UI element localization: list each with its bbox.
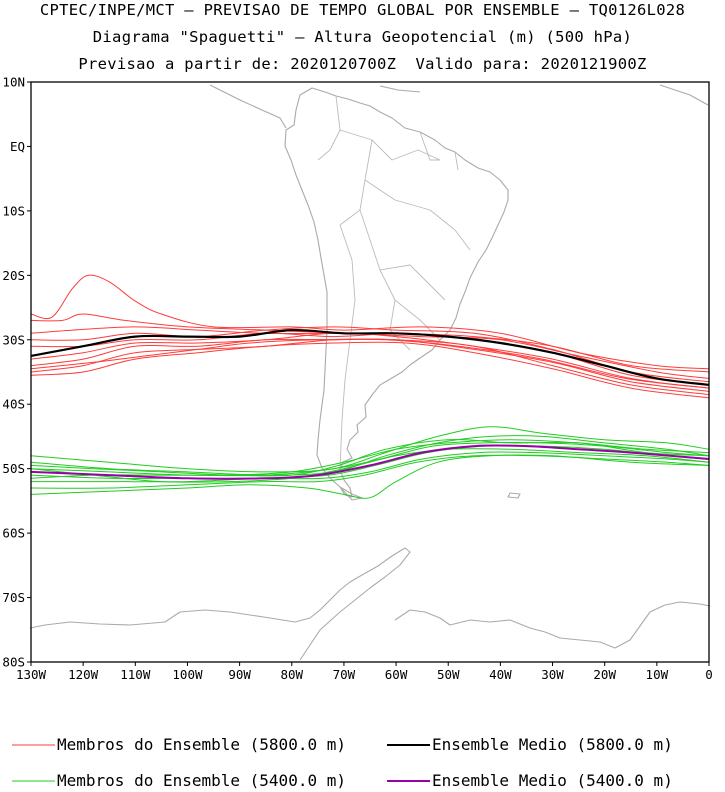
- lat-tick-label: 80S: [2, 655, 25, 670]
- contour-layer: [30, 274, 710, 499]
- member-5400-line: [30, 448, 710, 483]
- member-5400-line: [30, 454, 710, 489]
- lon-tick-label: 90W: [228, 667, 251, 682]
- member-5400-line: [30, 435, 710, 476]
- lon-tick-label: 70W: [333, 667, 356, 682]
- lat-tick-label: 10S: [2, 203, 25, 218]
- lon-tick-label: 100W: [172, 667, 203, 682]
- forecast-dates: Previsao a partir de: 2020120700Z Valido…: [78, 55, 647, 73]
- lon-tick-label: 50W: [437, 667, 460, 682]
- lon-tick-label: 120W: [68, 667, 99, 682]
- antarctica-coast: [29, 547, 411, 661]
- mean-5400-line: [30, 444, 710, 480]
- lon-tick-label: 110W: [120, 667, 151, 682]
- lat-tick-label: 40S: [2, 397, 25, 412]
- member-5400-line: [30, 454, 710, 499]
- mean-5800-line: [30, 328, 710, 386]
- lon-tick-label: 60W: [385, 667, 408, 682]
- lon-tick-label: 80W: [280, 667, 303, 682]
- country-borders: [317, 95, 471, 471]
- legend-member-5400: Membros do Ensemble (5400.0 m): [57, 771, 346, 790]
- lon-tick-label: 30W: [541, 667, 564, 682]
- lat-tick-label: 50S: [2, 461, 25, 476]
- lat-tick-label: 30S: [2, 332, 25, 347]
- lat-tick-label: EQ: [10, 139, 25, 154]
- lat-tick-label: 70S: [2, 590, 25, 605]
- lat-tick-label: 20S: [2, 268, 25, 283]
- legend-mean-5400: Ensemble Medio (5400.0 m): [432, 771, 673, 790]
- member-5800-line: [30, 332, 710, 386]
- member-5800-line: [30, 341, 710, 399]
- map-title: CPTEC/INPE/MCT — PREVISAO DE TEMPO GLOBA…: [39, 1, 686, 19]
- coastline-layer: [29, 84, 711, 661]
- legend-member-5800: Membros do Ensemble (5800.0 m): [57, 735, 346, 754]
- lon-tick-label: 0: [705, 667, 713, 682]
- member-5800-line: [30, 338, 710, 389]
- lon-tick-label: 40W: [489, 667, 512, 682]
- member-5800-line: [30, 326, 710, 383]
- member-5400-line: [30, 439, 710, 477]
- lon-tick-label: 20W: [593, 667, 616, 682]
- south-america-coast: [284, 87, 509, 498]
- member-5800-line: [30, 274, 710, 370]
- map-frame: [30, 81, 710, 663]
- lat-tick-label: 60S: [2, 526, 25, 541]
- map-subtitle: Diagrama "Spaguetti" — Altura Geopotenci…: [92, 28, 633, 46]
- lon-tick-label: 10W: [646, 667, 669, 682]
- legend-mean-5800: Ensemble Medio (5800.0 m): [432, 735, 673, 754]
- lat-tick-label: 10N: [2, 75, 25, 90]
- lon-tick-label: 130W: [16, 667, 47, 682]
